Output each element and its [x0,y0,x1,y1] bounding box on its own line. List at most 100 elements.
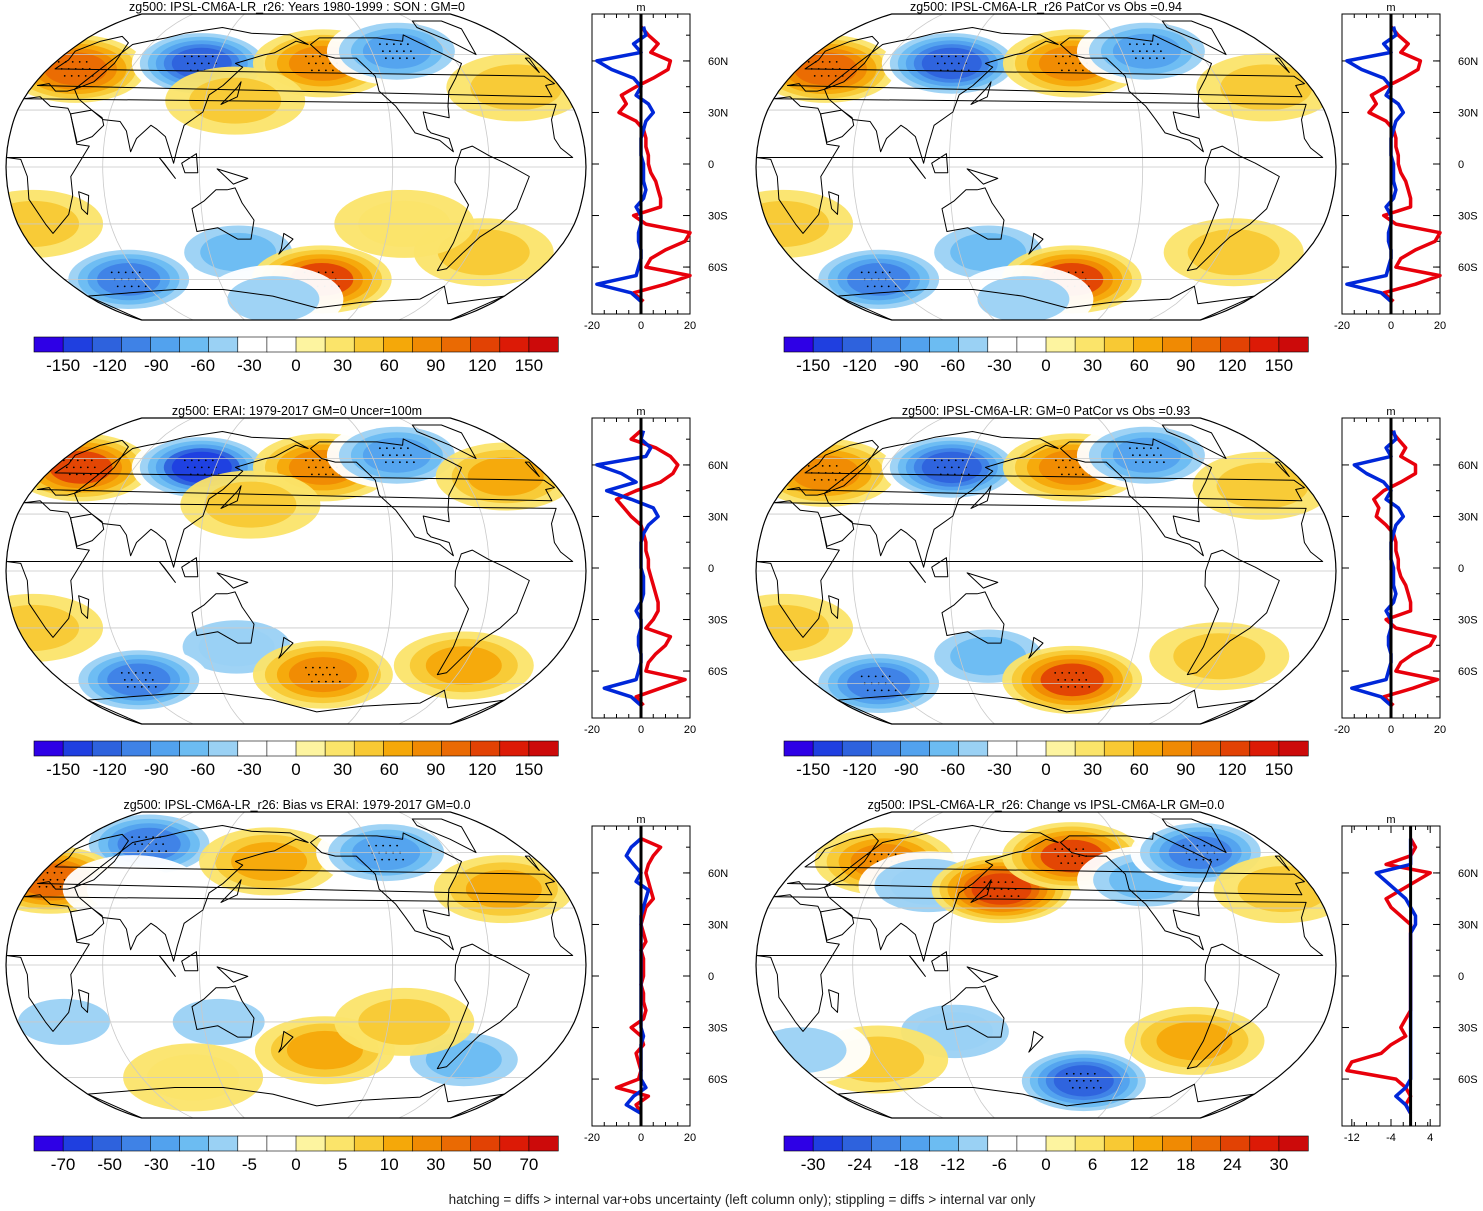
colorbar-swatch [33,740,64,757]
stipple-dot [312,666,314,669]
stipple-dot [165,850,168,852]
coastline [824,431,1059,568]
stipple-dot [77,75,80,77]
anomaly-blob [467,457,544,496]
stipple-dot [1075,672,1078,674]
colorbar-swatch [1249,336,1280,353]
stipple-dot [385,57,387,60]
stipple-dot [396,50,398,53]
stipple-dot [393,447,395,450]
colorbar-tick-label: -150 [46,760,80,779]
coastline [966,168,999,185]
coastline [78,595,90,619]
meridian-line [1148,812,1240,1118]
stipple-dot [1132,454,1134,457]
colorbar-tick-label: 10 [380,1155,399,1174]
stipple-dot [389,50,391,53]
coastline [1028,636,1044,659]
stipple-dot [56,878,59,881]
stipple-dot [325,69,327,72]
colorbar: -150 -120 -90 -60 -30 0 30 60 90 120 150 [33,336,559,375]
coastline [310,832,462,951]
coastline [1060,34,1212,153]
meridian-line [1097,418,1144,724]
stipple-dot [954,459,957,462]
stipple-dot [190,459,193,462]
profile-lat-label: 0 [1458,563,1464,575]
stipple-dot [1182,844,1185,847]
colorbar-swatch [1103,740,1134,757]
stipple-dot [1055,459,1057,462]
colorbar-tick-label: -90 [144,356,169,375]
profile-xtick-label: -20 [584,1132,600,1144]
profile-lat-label: 30S [708,1023,728,1035]
stipple-dot [997,881,1000,883]
stipple-dot [1071,855,1074,857]
stipple-dot [1071,1086,1074,1089]
coastline [1274,57,1290,73]
colorbar-tick-label: 90 [426,356,445,375]
stipple-dot [141,672,144,674]
stipple-dot [332,473,334,476]
coastline [220,485,242,509]
colorbar-swatch [987,740,1018,757]
stipple-dot [318,69,320,72]
stipple-dot [986,888,989,890]
colorbar-swatch [121,1135,152,1152]
coastline [181,951,199,972]
stipple-dot [894,689,897,692]
profile-lat-label: 60N [708,868,728,880]
coastline [87,689,505,724]
coastline [181,153,199,174]
stipple-dot [894,285,897,288]
profile-lat-label: 30S [1458,211,1478,223]
graticule [6,812,586,1118]
colorbar-swatch [812,336,843,353]
profile-unit: m [1386,814,1395,826]
anomaly-blob [756,1027,847,1074]
zonal-profile: m -20 0 20 60N 30N 0 30S 60S [584,814,728,1144]
stipple-dot [1082,69,1084,72]
colorbar-tick-label: -6 [992,1155,1007,1174]
colorbar-swatch [412,740,443,757]
colorbar-tick-label: -90 [894,356,919,375]
coastline [837,1083,1255,1118]
graticule [6,418,586,724]
stipple-dot [78,61,81,63]
coastline [931,951,949,972]
stipple-dot [138,271,141,274]
stipple-dot [936,62,939,65]
stipple-dot [1054,848,1057,850]
stipple-dot [1189,844,1192,847]
stipple-dot [207,466,210,469]
profile-lat-label: 60N [708,460,728,472]
stipple-dot [154,686,157,688]
coastline [158,157,176,179]
panel-title: zg500: IPSL-CM6A-LR: GM=0 PatCor vs Obs … [902,404,1190,418]
stipple-dot [835,61,838,63]
colorbar-tick-label: 18 [1176,1155,1195,1174]
colorbar-swatch [1074,1135,1105,1152]
stipple-dot [333,666,335,669]
coastline [1028,1030,1044,1053]
stipple-dot [820,75,823,77]
colorbar-tick-label: -30 [987,760,1012,779]
stipple-dot [319,666,321,669]
stipple-dot [382,454,384,457]
coastline [278,1030,294,1053]
colorbar-swatch [900,1135,931,1152]
profile-lat-label: 60S [708,262,728,274]
stipple-dot [144,285,147,288]
colorbar-swatch [179,336,210,353]
stipple-dot [59,885,62,888]
stipple-dot [1079,466,1081,469]
stipple-dot [1143,43,1145,46]
colorbar-tick-label: -120 [843,760,877,779]
stipple-dot [828,465,831,467]
stipple-dot [197,55,200,58]
stipple-dot [1195,858,1198,861]
meridian-line [398,418,490,724]
stipple-dot [1055,55,1057,58]
stipple-dot [1157,447,1159,450]
stipple-dot [152,836,155,838]
